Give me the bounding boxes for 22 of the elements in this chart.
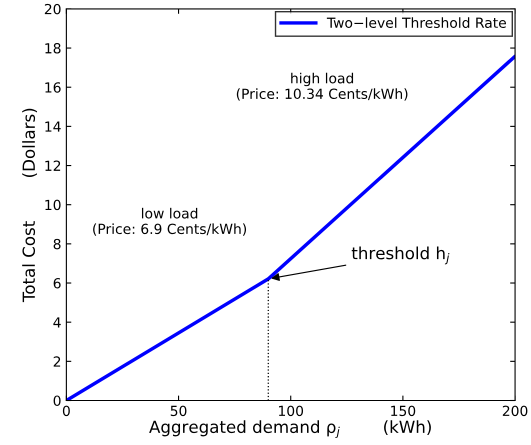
y-tick-label: 10 xyxy=(45,200,61,210)
y-tick-label: 6 xyxy=(54,278,61,288)
x-tick-label: 100 xyxy=(278,406,304,416)
y-tick-label: 16 xyxy=(45,82,61,93)
text: Aggregated demand ρ$_{j}$ (kWh) xyxy=(149,420,431,438)
legend-label: Two−level Threshold Rate xyxy=(326,17,506,28)
y-tick-label: 12 xyxy=(45,160,60,171)
y-axis-title: Total Cost (Dollars) xyxy=(22,108,38,302)
annotation: threshold h$_{j}$ xyxy=(352,246,450,264)
y-tick-label: 0 xyxy=(54,395,61,406)
annotation: low load (Price: 6.9 Cents/kWh) xyxy=(93,208,246,236)
x-tick-label: 150 xyxy=(391,406,416,416)
y-tick-label: 18 xyxy=(45,43,61,54)
y-tick-label: 4 xyxy=(53,317,61,328)
y-tick-label: 20 xyxy=(44,4,61,14)
x-tick-label: 0 xyxy=(62,406,70,416)
y-tick-label: 8 xyxy=(54,238,61,250)
annotation: high load (Price: 10.34 Cents/kWh) xyxy=(236,72,408,101)
y-tick-label: 14 xyxy=(45,122,61,132)
y-tick-label: 2 xyxy=(54,356,60,367)
x-tick-label: 50 xyxy=(170,406,186,416)
x-tick-label: 200 xyxy=(502,406,528,416)
